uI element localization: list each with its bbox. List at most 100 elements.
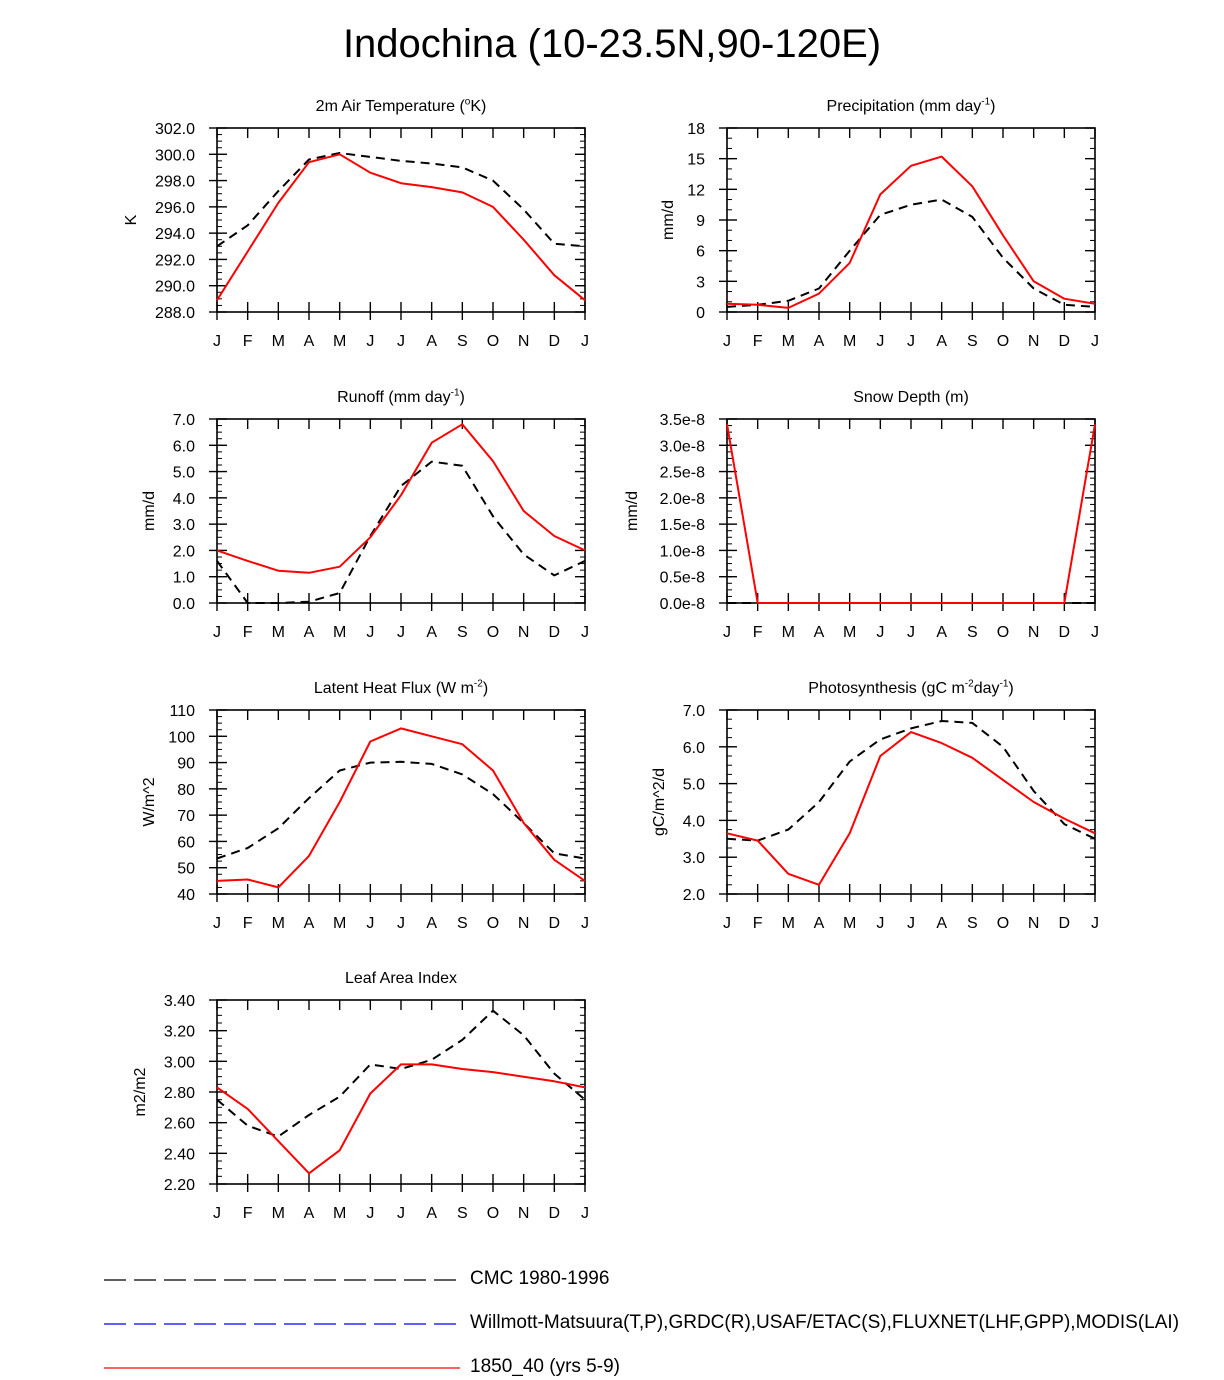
x-tick-label: S	[457, 333, 468, 350]
y-axis-label: K	[123, 214, 140, 226]
x-tick-label: A	[426, 624, 437, 641]
series-line-cmc	[216, 760, 586, 860]
x-tick-label: S	[457, 624, 468, 641]
y-tick-label: 7.0	[683, 703, 705, 720]
x-tick-label: M	[272, 915, 285, 932]
chart-title: Precipitation (mm day-1)	[826, 96, 996, 115]
y-tick-label: 40	[177, 887, 195, 904]
y-tick-label: 2.20	[164, 1177, 195, 1194]
x-tick-label: N	[518, 915, 530, 932]
x-tick-label: A	[814, 333, 825, 350]
legend-item: CMC 1980-1996	[0, 1268, 1224, 1292]
y-tick-label: 296.0	[155, 200, 195, 217]
x-tick-label: F	[753, 624, 763, 641]
series-line-model	[216, 727, 586, 889]
x-tick-label: J	[876, 624, 884, 641]
y-tick-label: 110	[169, 703, 195, 720]
x-tick-label: J	[723, 333, 731, 350]
chart-title: Latent Heat Flux (W m-2)	[313, 678, 489, 697]
x-tick-label: J	[581, 1205, 589, 1222]
y-tick-label: 290.0	[155, 279, 195, 296]
y-tick-label: 100	[168, 729, 195, 746]
y-tick-label: 3.20	[164, 1024, 195, 1041]
x-tick-label: M	[843, 624, 856, 641]
x-tick-label: J	[581, 915, 589, 932]
x-tick-label: S	[967, 624, 978, 641]
chart-svg: J F M A M J J A S O N D J 2.20 2.40 2.60 2.80 3.00 3.20 3.4…	[164, 993, 589, 1222]
x-tick-label: A	[304, 915, 315, 932]
y-tick-label: 2.0	[173, 543, 195, 560]
y-tick-label: 2.80	[164, 1085, 195, 1102]
y-axis-label: mm/d	[660, 200, 677, 240]
y-tick-label: 4.0	[683, 813, 705, 830]
x-tick-label: M	[782, 333, 795, 350]
y-axis-label: W/m^2	[141, 777, 158, 827]
x-tick-label: J	[907, 624, 915, 641]
x-tick-label: J	[397, 915, 405, 932]
chart-panel-2: Precipitation (mm day-1) mm/d J F M A M J J A S O N D…	[660, 97, 1099, 350]
y-tick-label: 300.0	[155, 147, 195, 164]
chart-panel-7: Leaf Area Index m2/m2 J F M A M J J A S O N D J 2.20 2.4…	[132, 970, 589, 1222]
y-tick-label: 70	[177, 808, 195, 825]
x-tick-label: A	[304, 1205, 315, 1222]
x-tick-label: S	[967, 333, 978, 350]
y-tick-label: 4.0	[173, 491, 195, 508]
x-tick-label: N	[518, 1205, 530, 1222]
x-tick-label: M	[272, 333, 285, 350]
series-line-model	[216, 423, 586, 574]
x-tick-label: J	[397, 333, 405, 350]
y-tick-label: 1.0e-8	[660, 543, 705, 560]
x-tick-label: O	[487, 333, 499, 350]
y-tick-label: 15	[687, 152, 705, 169]
x-tick-label: M	[782, 915, 795, 932]
y-tick-label: 3.5e-8	[660, 412, 705, 429]
x-tick-label: N	[1028, 333, 1040, 350]
legend-swatch	[104, 1323, 460, 1325]
y-tick-label: 3.0e-8	[660, 438, 705, 455]
x-tick-label: A	[304, 333, 315, 350]
x-tick-label: A	[936, 915, 947, 932]
y-tick-label: 3.0	[173, 517, 195, 534]
x-tick-label: S	[457, 1205, 468, 1222]
chart-panel-1: 2m Air Temperature (oK) K J F M A M J J A S O N D J 288…	[123, 97, 589, 350]
x-tick-label: J	[366, 624, 374, 641]
x-tick-label: J	[213, 915, 221, 932]
x-tick-label: F	[243, 1205, 253, 1222]
x-tick-label: D	[549, 624, 561, 641]
plot-frame	[216, 127, 586, 313]
chart-panel-3: Runoff (mm day-1) mm/d J F M A M J J A S O N D J 0.0 1.0…	[141, 388, 589, 641]
x-tick-label: O	[487, 1205, 499, 1222]
legend-label: Willmott-Matsuura(T,P),GRDC(R),USAF/ETAC…	[470, 1312, 1180, 1333]
plot-frame	[216, 999, 586, 1185]
x-tick-label: D	[549, 333, 561, 350]
x-tick-label: N	[1028, 624, 1040, 641]
y-tick-label: 6.0	[173, 438, 195, 455]
x-tick-label: J	[1091, 333, 1099, 350]
y-tick-label: 0.0e-8	[660, 596, 705, 613]
x-tick-label: J	[213, 333, 221, 350]
x-tick-label: A	[304, 624, 315, 641]
chart-title: Runoff (mm day-1)	[337, 387, 465, 406]
y-tick-label: 2.0	[683, 887, 705, 904]
x-tick-label: J	[876, 333, 884, 350]
chart-panel-4: Snow Depth (m) mm/d J F M A M J J A S O N D J 0.0e-8 0.5…	[624, 389, 1099, 641]
y-tick-label: 2.40	[164, 1146, 195, 1163]
series-line-cmc	[216, 460, 586, 604]
x-tick-label: O	[487, 915, 499, 932]
series-line-cmc	[726, 198, 1096, 308]
chart-title: Snow Depth (m)	[853, 389, 969, 406]
x-tick-label: D	[1059, 333, 1071, 350]
chart-svg: J F M A M J J A S O N D J 40 50 60 70 80 90 100 110	[168, 703, 589, 932]
x-tick-label: A	[936, 624, 947, 641]
legend-item: Willmott-Matsuura(T,P),GRDC(R),USAF/ETAC…	[0, 1312, 1224, 1336]
y-tick-label: 60	[177, 834, 195, 851]
y-tick-label: 12	[687, 182, 705, 199]
series-line-cmc	[726, 720, 1096, 842]
y-tick-label: 18	[687, 121, 705, 138]
y-tick-label: 6.0	[683, 740, 705, 757]
x-tick-label: A	[426, 915, 437, 932]
x-tick-label: M	[333, 1205, 346, 1222]
x-tick-label: J	[723, 624, 731, 641]
x-tick-label: D	[1059, 624, 1071, 641]
x-tick-label: J	[723, 915, 731, 932]
